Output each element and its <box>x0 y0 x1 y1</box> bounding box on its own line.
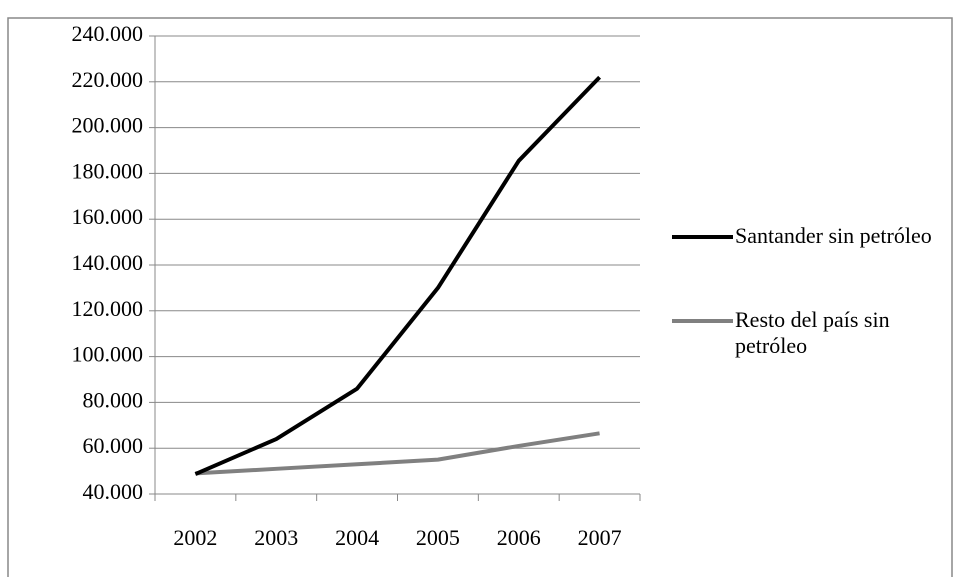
chart-frame <box>7 17 953 577</box>
legend-label: Resto del país sin petróleo <box>735 307 890 358</box>
y-tick-label: 60.000 <box>83 433 144 458</box>
y-tick-label: 100.000 <box>72 342 144 367</box>
x-tick-label: 2002 <box>173 525 217 550</box>
y-tick-label: 120.000 <box>72 296 144 321</box>
y-tick-label: 240.000 <box>72 21 144 46</box>
x-tick-label: 2003 <box>254 525 298 550</box>
x-tick-label: 2006 <box>497 525 541 550</box>
x-tick-label: 2004 <box>335 525 379 550</box>
y-tick-label: 180.000 <box>72 158 144 183</box>
legend-label: Santander sin petróleo <box>735 223 932 248</box>
y-tick-label: 200.000 <box>72 113 144 138</box>
y-tick-label: 220.000 <box>72 67 144 92</box>
y-tick-label: 160.000 <box>72 204 144 229</box>
x-tick-label: 2007 <box>578 525 622 550</box>
y-tick-label: 140.000 <box>72 250 144 275</box>
y-tick-label: 40.000 <box>83 479 144 504</box>
series-line <box>194 75 602 476</box>
y-tick-label: 80.000 <box>83 387 144 412</box>
x-tick-label: 2005 <box>416 525 460 550</box>
series-line <box>195 431 600 476</box>
